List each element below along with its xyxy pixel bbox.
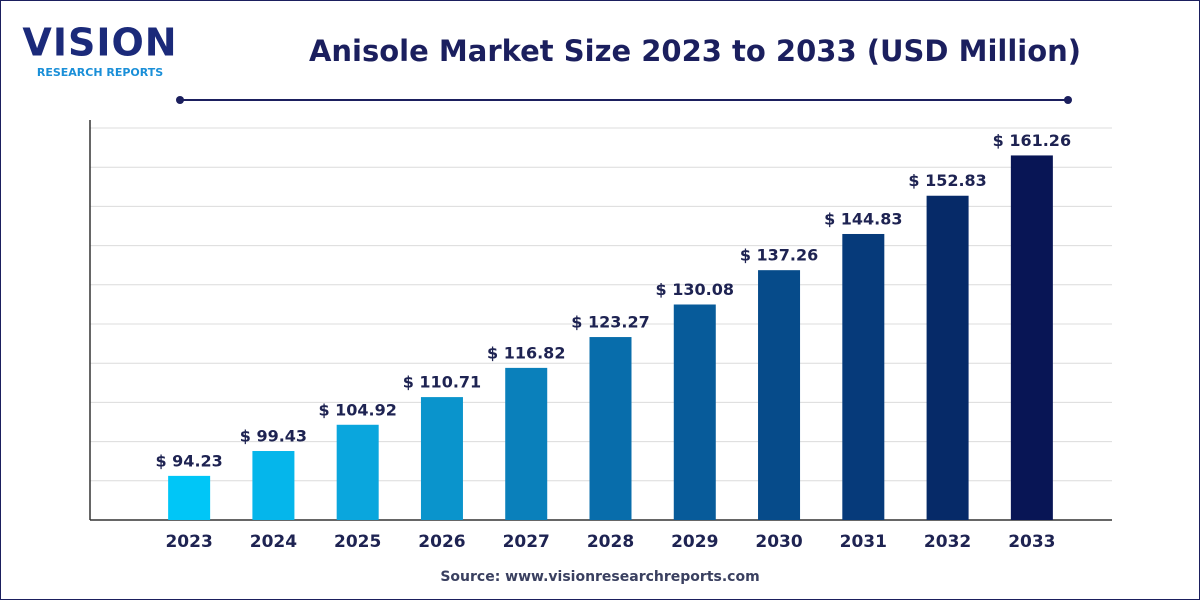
value-label: $ 123.27 xyxy=(571,313,649,332)
x-tick-label: 2031 xyxy=(840,532,887,552)
value-label: $ 161.26 xyxy=(993,131,1071,150)
rule-dot xyxy=(1064,96,1072,104)
logo-sub: RESEARCH REPORTS xyxy=(37,66,163,79)
bar xyxy=(420,397,463,520)
value-label: $ 137.26 xyxy=(740,246,818,265)
x-tick-label: 2027 xyxy=(503,532,550,552)
value-label: $ 110.71 xyxy=(403,373,481,392)
value-label: $ 116.82 xyxy=(487,343,565,362)
x-tick-label: 2025 xyxy=(334,532,381,552)
value-label: $ 144.83 xyxy=(824,209,902,228)
logo-main: VISION xyxy=(22,21,177,65)
bar xyxy=(589,337,632,520)
value-label: $ 104.92 xyxy=(318,400,396,419)
value-label: $ 130.08 xyxy=(656,280,734,299)
x-tick-label: 2024 xyxy=(250,532,297,552)
bar xyxy=(252,451,295,520)
x-tick-label: 2026 xyxy=(418,532,465,552)
bar xyxy=(758,270,801,520)
rule-dot xyxy=(176,96,184,104)
source: Source: www.visionresearchreports.com xyxy=(440,569,759,585)
value-label: $ 94.23 xyxy=(155,451,222,470)
x-tick-label: 2032 xyxy=(924,532,971,552)
value-label: $ 99.43 xyxy=(240,427,307,446)
x-tick-label: 2028 xyxy=(587,532,634,552)
bar xyxy=(926,195,969,521)
bar xyxy=(505,367,548,520)
x-tick-label: 2029 xyxy=(671,532,718,552)
chart-title: Anisole Market Size 2023 to 2033 (USD Mi… xyxy=(309,34,1081,68)
x-tick-label: 2023 xyxy=(165,532,212,552)
bar xyxy=(842,233,885,521)
bar xyxy=(168,475,211,520)
x-tick-label: 2030 xyxy=(755,532,802,552)
bar xyxy=(1010,155,1053,520)
x-tick-label: 2033 xyxy=(1008,532,1055,552)
bar xyxy=(336,424,379,520)
value-label: $ 152.83 xyxy=(908,171,986,190)
bar xyxy=(673,304,716,520)
